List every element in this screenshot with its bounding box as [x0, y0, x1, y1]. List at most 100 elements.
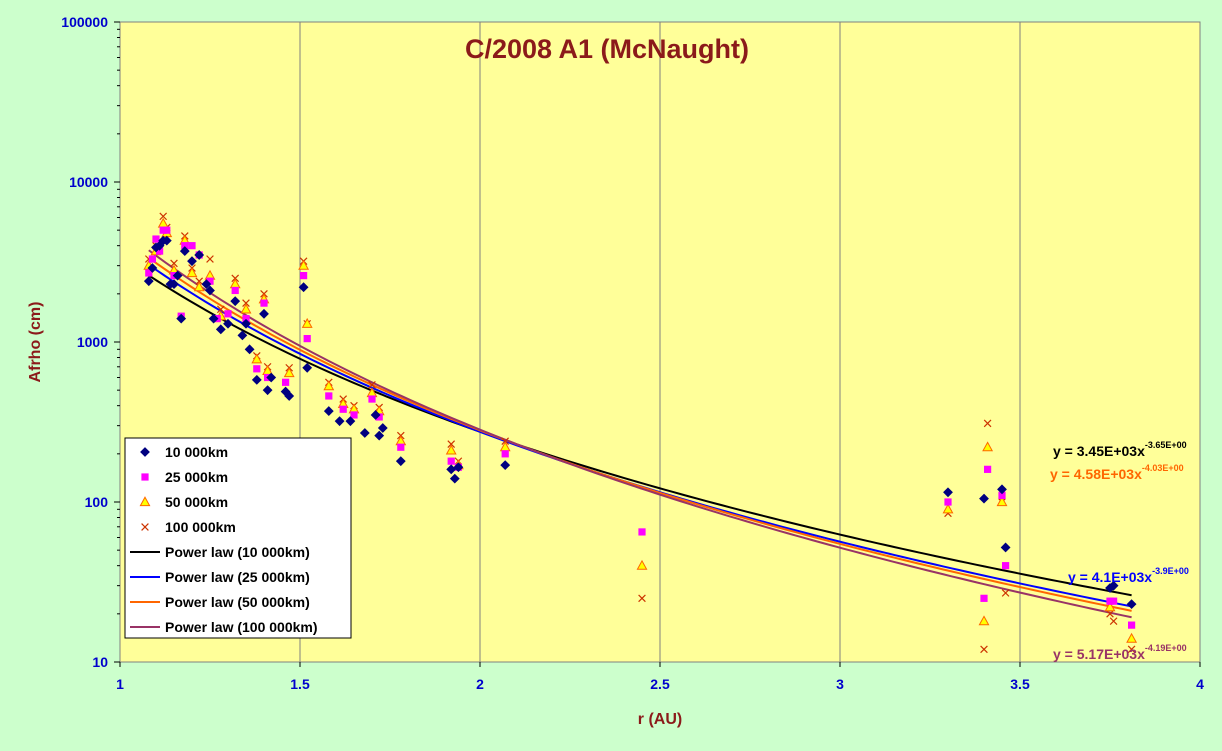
data-point	[447, 457, 455, 465]
fit-equation-main: y = 4.58E+03x	[1050, 466, 1142, 482]
data-point	[170, 259, 178, 268]
legend-item: Power law (10 000km)	[130, 544, 310, 560]
data-point	[1127, 645, 1136, 654]
data-point	[242, 315, 250, 323]
data-point	[206, 255, 214, 263]
fit-equation: y = 4.58E+03x-4.03E+00	[1050, 463, 1184, 482]
data-point	[368, 380, 376, 389]
x-tick-label: 4	[1196, 676, 1204, 692]
data-point	[1109, 617, 1118, 625]
data-point	[1001, 589, 1010, 597]
data-point	[447, 440, 456, 448]
data-point	[176, 313, 187, 324]
data-point-stroke	[1001, 589, 1010, 597]
data-point	[193, 281, 205, 292]
data-point	[237, 330, 248, 341]
data-point	[345, 416, 356, 427]
data-point	[449, 473, 460, 484]
data-point	[253, 365, 261, 373]
data-point	[997, 484, 1007, 495]
fit-line	[148, 256, 1132, 612]
data-point	[397, 443, 405, 451]
data-point	[453, 462, 464, 473]
y-tick-label: 100000	[61, 14, 108, 30]
data-point	[334, 416, 345, 427]
x-tick-label: 1	[116, 676, 124, 692]
legend-label: 25 000km	[165, 469, 228, 485]
data-point	[500, 460, 511, 471]
fit-equation: y = 3.45E+03x-3.65E+00	[1053, 440, 1187, 459]
data-point	[638, 594, 646, 603]
legend-label: Power law (25 000km)	[165, 569, 310, 585]
data-point-stroke	[206, 255, 214, 263]
legend-marker	[140, 447, 150, 457]
data-point	[944, 498, 952, 506]
data-point	[1110, 597, 1118, 605]
data-point	[302, 362, 313, 373]
legend-marker-stroke	[141, 523, 149, 531]
x-tick-label: 1.5	[290, 676, 310, 692]
data-point	[201, 279, 212, 290]
data-point	[298, 259, 310, 270]
data-point	[195, 277, 204, 285]
chart-title: C/2008 A1 (McNaught)	[465, 34, 749, 64]
data-point-stroke	[216, 305, 225, 314]
data-point-stroke	[170, 259, 178, 268]
data-point	[159, 212, 168, 221]
legend-item: Power law (100 000km)	[130, 619, 318, 635]
fit-equation-exponent: -3.9E+00	[1152, 566, 1189, 576]
legend-item: 10 000km	[140, 444, 228, 460]
data-point-stroke	[242, 299, 250, 307]
data-point	[1126, 599, 1137, 610]
legend-items: 10 000km 25 000km 50 000km 100 000km Power l…	[130, 444, 318, 635]
data-point	[636, 559, 648, 570]
data-point	[260, 299, 268, 307]
data-point	[194, 250, 205, 260]
y-tick-label: 100	[85, 494, 109, 510]
x-tick-label: 3.5	[1010, 676, 1030, 692]
data-point	[339, 405, 347, 413]
legend-item: 100 000km	[141, 519, 236, 535]
data-point	[501, 450, 509, 458]
fit-equation-exponent: -3.65E+00	[1145, 440, 1187, 450]
y-axis-label: Afrho (cm)	[27, 302, 44, 383]
x-tick-label: 2	[476, 676, 484, 692]
data-point	[942, 503, 954, 514]
data-point-stroke	[368, 380, 376, 389]
data-point	[181, 242, 189, 250]
legend-label: 10 000km	[165, 444, 228, 460]
legend-label: Power law (50 000km)	[165, 594, 310, 610]
data-point	[374, 430, 385, 441]
data-point	[188, 242, 196, 250]
legend: 10 000km 25 000km 50 000km 100 000km Power l…	[124, 437, 352, 639]
x-tick-label: 3	[836, 676, 844, 692]
x-axis-label: r (AU)	[638, 711, 682, 728]
data-point	[980, 594, 988, 602]
data-point	[231, 286, 239, 295]
data-point	[377, 423, 388, 433]
data-point	[259, 308, 269, 319]
data-point	[242, 299, 250, 307]
legend-label: Power law (10 000km)	[165, 544, 310, 560]
data-point	[161, 235, 172, 246]
fit-line	[148, 274, 1132, 597]
data-point	[375, 413, 383, 421]
data-point	[216, 305, 225, 314]
data-point-stroke	[1106, 610, 1114, 618]
legend-marker	[141, 473, 149, 481]
data-point	[1104, 601, 1116, 612]
data-point	[172, 270, 183, 281]
data-point	[501, 437, 510, 445]
point-layer	[143, 212, 1138, 654]
data-point	[300, 272, 308, 280]
x-tick-label: 2.5	[650, 676, 670, 692]
equation-layer: y = 3.45E+03x-3.65E+00 y = 4.1E+03x-3.9E+…	[1050, 440, 1189, 662]
data-point	[186, 267, 198, 278]
y-tick-label: 10	[92, 654, 108, 670]
legend-marker	[139, 496, 151, 507]
fit-line	[148, 249, 1132, 619]
data-point	[978, 615, 990, 626]
data-point-stroke	[638, 594, 646, 603]
data-point-stroke	[501, 437, 510, 445]
